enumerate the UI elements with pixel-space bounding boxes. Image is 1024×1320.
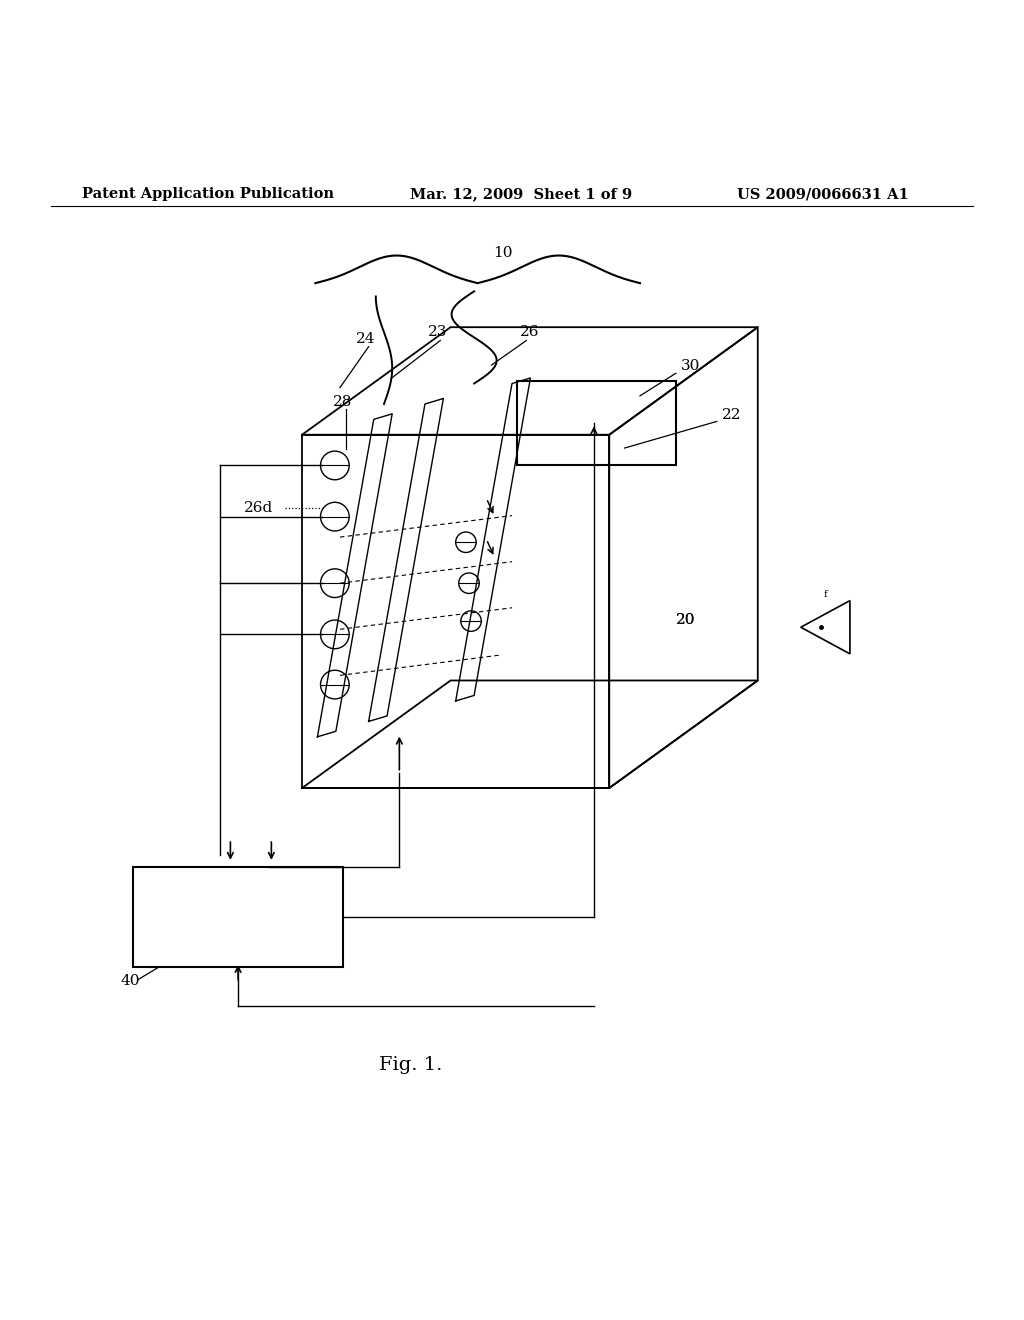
Text: 10: 10: [494, 246, 513, 260]
Text: 20: 20: [676, 614, 695, 627]
Text: 22: 22: [722, 408, 741, 422]
Text: Mar. 12, 2009  Sheet 1 of 9: Mar. 12, 2009 Sheet 1 of 9: [410, 187, 632, 201]
Text: 26: 26: [520, 326, 540, 339]
Bar: [133, 867, 343, 968]
Text: 26d: 26d: [244, 500, 273, 515]
Text: 30: 30: [681, 359, 700, 374]
Text: f: f: [823, 590, 827, 598]
Text: 40: 40: [121, 974, 140, 987]
Text: 24: 24: [356, 331, 376, 346]
Bar: [517, 381, 676, 466]
Text: 28: 28: [333, 395, 352, 409]
Text: 23: 23: [428, 326, 447, 339]
Text: US 2009/0066631 A1: US 2009/0066631 A1: [737, 187, 909, 201]
Text: Fig. 1.: Fig. 1.: [379, 1056, 442, 1073]
Text: 20: 20: [676, 614, 695, 627]
Text: Patent Application Publication: Patent Application Publication: [82, 187, 334, 201]
